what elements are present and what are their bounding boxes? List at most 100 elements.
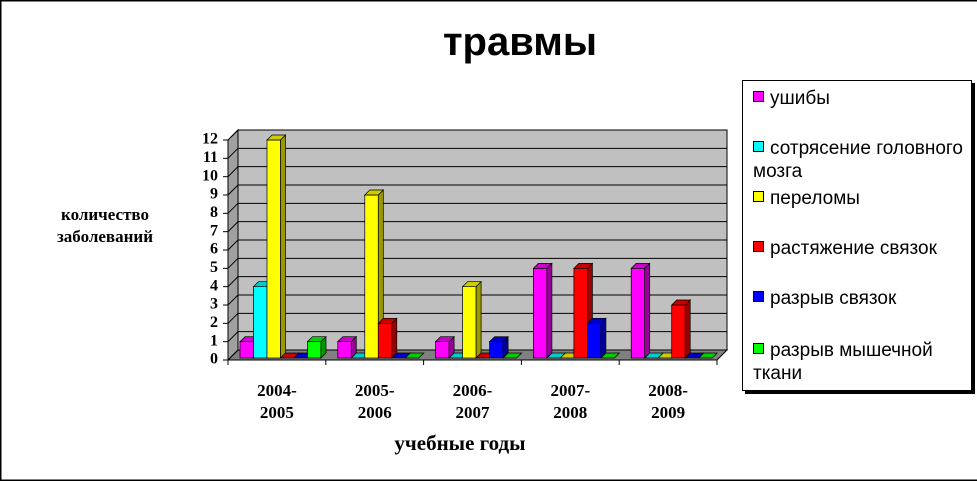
bar-top xyxy=(502,352,523,359)
y-tick-label: 1 xyxy=(210,332,218,349)
bar-top xyxy=(670,299,692,306)
legend-swatch xyxy=(753,91,764,102)
bar-side xyxy=(391,317,398,359)
bar xyxy=(434,335,455,359)
bar-top xyxy=(266,134,287,141)
legend-item: сотрясение головного мозга xyxy=(753,137,968,183)
grid-line xyxy=(227,239,727,251)
x-tick-label: 2004- 2005 xyxy=(257,381,297,422)
x-tick-label: 2008- 2009 xyxy=(648,381,688,422)
bar xyxy=(488,335,509,359)
bar-front xyxy=(533,267,548,359)
y-tick-label: 12 xyxy=(202,131,218,148)
bar-front xyxy=(462,286,477,359)
bar-front xyxy=(266,139,281,359)
x-tick-label: 2007- 2008 xyxy=(550,381,591,422)
legend-item: переломы xyxy=(753,187,968,210)
legend-label: разрыв мышечной ткани xyxy=(753,340,933,384)
legend-label: сотрясение головного мозга xyxy=(753,138,963,182)
chart-title: травмы xyxy=(442,20,598,64)
bar-front xyxy=(364,194,379,359)
legend-item: растяжение связок xyxy=(753,237,968,260)
y-tick-label: 7 xyxy=(210,222,218,239)
y-tick-label: 3 xyxy=(210,296,218,313)
bar-top xyxy=(336,336,358,343)
legend-item: разрыв связок xyxy=(753,287,968,310)
grid-line xyxy=(227,202,727,214)
bar-top xyxy=(306,336,327,343)
bar-front xyxy=(573,267,588,359)
bar xyxy=(404,352,425,359)
bar xyxy=(630,262,651,359)
grid-line xyxy=(227,331,727,343)
grid-line xyxy=(227,166,727,178)
y-tick-label: 0 xyxy=(210,351,218,368)
bar-front xyxy=(630,267,646,359)
bar-front xyxy=(239,341,254,359)
bar xyxy=(461,280,482,359)
bar xyxy=(266,134,287,359)
x-tick-label: 2006- 2007 xyxy=(452,381,493,422)
bar-front xyxy=(307,341,322,359)
grid-line xyxy=(227,276,727,288)
y-tick-label: 8 xyxy=(210,204,218,221)
y-axis-title: количество заболеваний xyxy=(56,205,154,246)
grid-line xyxy=(227,312,727,324)
legend-swatch xyxy=(753,343,764,354)
bar-top xyxy=(488,336,509,343)
bar-top xyxy=(363,189,385,196)
bar-side xyxy=(644,262,651,359)
bar-top xyxy=(461,281,482,288)
legend-label: ушибы xyxy=(770,88,830,109)
bar-top xyxy=(434,336,455,343)
bar-front xyxy=(489,341,504,359)
bar-top xyxy=(404,352,425,359)
bar-top xyxy=(573,262,594,269)
x-tick-label: 2005- 2006 xyxy=(354,381,395,422)
legend-item: разрыв мышечной ткани xyxy=(753,339,968,385)
legend-swatch xyxy=(753,141,764,152)
bar xyxy=(532,262,553,359)
bar-side xyxy=(280,134,286,359)
y-tick-label: 9 xyxy=(210,186,218,203)
bar-side xyxy=(546,262,553,359)
legend-item: ушибы xyxy=(753,87,968,110)
grid-line xyxy=(227,129,727,141)
bar xyxy=(600,352,621,359)
y-tick-label: 5 xyxy=(210,259,218,276)
bar-front xyxy=(671,304,686,359)
x-axis-title: учебные годы xyxy=(394,431,526,455)
bar xyxy=(502,352,523,359)
legend: ушибы сотрясение головного мозга переломы р… xyxy=(742,80,972,391)
grid-line xyxy=(227,257,727,269)
bar-top xyxy=(532,262,553,269)
bar-side xyxy=(475,280,482,359)
grid-line xyxy=(227,221,727,233)
bar xyxy=(377,317,398,359)
grid-line xyxy=(227,147,727,159)
legend-swatch xyxy=(753,191,764,202)
bar-front xyxy=(435,341,450,359)
y-tick-label: 6 xyxy=(210,241,218,258)
grid-line xyxy=(227,294,727,306)
bar-front xyxy=(587,322,602,359)
bar xyxy=(586,317,607,359)
bar-side xyxy=(684,299,691,359)
bar-front xyxy=(253,286,268,359)
bar xyxy=(670,299,692,359)
y-tick-label: 4 xyxy=(210,277,218,294)
y-tick-label: 2 xyxy=(210,314,218,331)
bar-top xyxy=(697,352,719,359)
bar xyxy=(363,189,385,359)
bar xyxy=(306,335,327,359)
bar-top xyxy=(600,352,621,359)
grid-line xyxy=(227,184,727,196)
legend-swatch xyxy=(753,241,764,252)
bar-front xyxy=(337,341,352,359)
y-tick-label: 10 xyxy=(202,167,218,184)
legend-swatch xyxy=(753,291,764,302)
legend-label: растяжение связок xyxy=(770,238,937,259)
bar xyxy=(336,335,358,359)
legend-label: переломы xyxy=(770,188,860,209)
